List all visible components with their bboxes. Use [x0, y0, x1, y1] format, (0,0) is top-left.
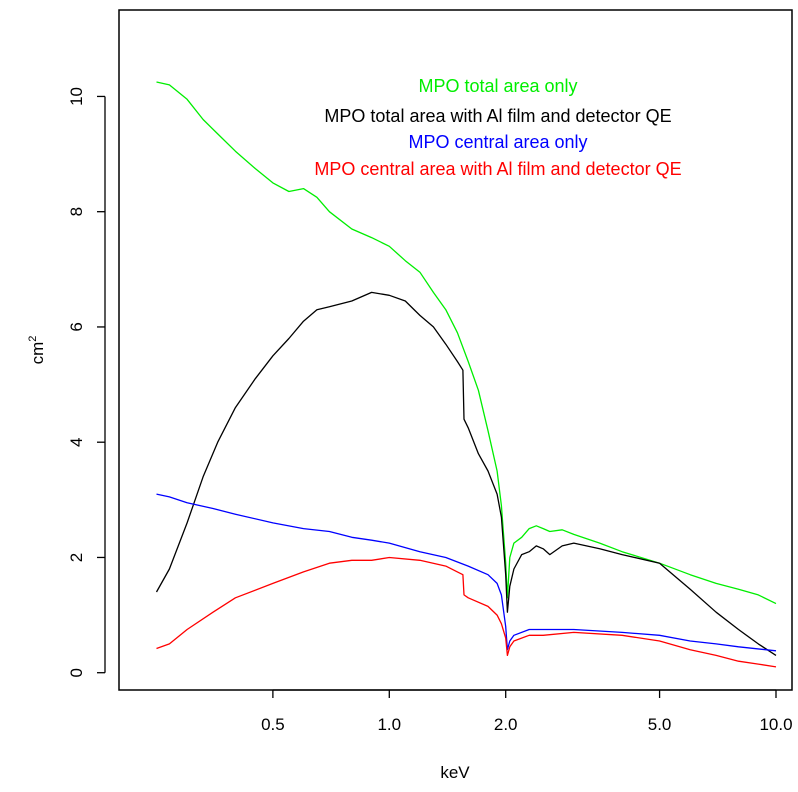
series-line-3	[156, 493, 777, 652]
legend-entry-2: MPO total area with Al film and detector…	[324, 106, 671, 126]
y-tick-label: 4	[67, 437, 86, 446]
y-tick-label: 6	[67, 322, 86, 331]
x-tick-label: 0.5	[261, 715, 285, 734]
y-axis-label: cm2	[27, 336, 47, 365]
legend-entry-1: MPO total area only	[418, 76, 577, 96]
y-tick-label: 0	[67, 668, 86, 677]
x-axis-label: keV	[440, 763, 470, 782]
series-line-2	[155, 291, 777, 656]
x-tick-label: 5.0	[648, 715, 672, 734]
y-tick-label: 8	[67, 207, 86, 216]
y-tick-label: 2	[67, 553, 86, 562]
x-axis: 0.5 1.0 2.0 5.0 10.0	[261, 689, 793, 734]
series-line-1	[156, 81, 777, 605]
y-axis-label-main: cm	[28, 342, 47, 365]
y-axis: 0 2 4 6 8 10	[67, 87, 106, 677]
x-tick-label: 2.0	[494, 715, 518, 734]
series-layer	[155, 81, 777, 668]
x-tick-label: 10.0	[759, 715, 792, 734]
x-tick-label: 1.0	[377, 715, 401, 734]
legend: MPO total area only MPO total area with A…	[314, 76, 681, 179]
y-tick-label: 10	[67, 87, 86, 106]
y-axis-label-superscript: 2	[27, 336, 39, 342]
series-line-4	[156, 556, 777, 668]
legend-entry-4: MPO central area with Al film and detect…	[314, 159, 681, 179]
legend-entry-3: MPO central area only	[408, 132, 587, 152]
